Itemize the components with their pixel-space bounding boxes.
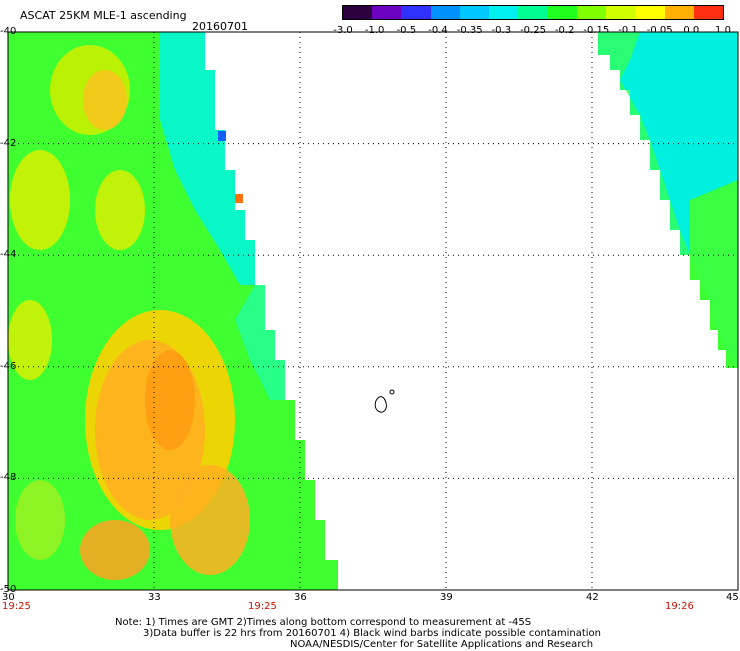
- time-label-right: 19:26: [665, 601, 694, 612]
- colorbar-segment: [547, 6, 578, 19]
- colorbar-segment: [576, 6, 607, 19]
- colorbar-label: -0.05: [646, 25, 673, 36]
- colorbar-segment: [401, 6, 432, 19]
- longitude-label: 33: [148, 592, 161, 603]
- colorbar-segment: [693, 6, 724, 19]
- colorbar-label: -0.2: [554, 25, 575, 36]
- time-label-middle: 19:25: [248, 601, 277, 612]
- island-contour: [374, 389, 395, 413]
- colorbar-segment: [459, 6, 490, 19]
- colorbar-label: -0.5: [396, 25, 417, 36]
- longitude-label: 42: [586, 592, 599, 603]
- colorbar-label: -0.15: [583, 25, 610, 36]
- colorbar-segment: [430, 6, 461, 19]
- colorbar-segment: [343, 6, 373, 19]
- latitude-label: -48: [0, 472, 17, 484]
- right-swath: [598, 32, 738, 368]
- title: ASCAT 25KM MLE-1 ascending: [20, 9, 187, 22]
- date-label: 20160701: [192, 20, 248, 33]
- longitude-label: 45: [726, 592, 739, 603]
- note-line-1: Note: 1) Times are GMT 2)Times along bot…: [115, 617, 532, 628]
- colorbar-segment: [635, 6, 666, 19]
- longitude-label: 39: [440, 592, 453, 603]
- colorbar-segment: [664, 6, 695, 19]
- colorbar-label: -1.0: [364, 25, 385, 36]
- latitude-label: -50: [0, 584, 17, 595]
- colorbar-label: -0.1: [618, 25, 638, 36]
- colorbar-label: -0.4: [428, 25, 448, 36]
- colorbar-segment: [606, 6, 636, 19]
- plot-frame: [7, 31, 739, 591]
- latitude-label: -44: [0, 249, 17, 261]
- note-line-2: 3)Data buffer is 22 hrs from 20160701 4)…: [143, 628, 601, 639]
- colorbar-segment: [489, 6, 519, 19]
- colorbar-label: 0.0: [683, 25, 700, 36]
- colorbar-label: -0.35: [456, 25, 483, 36]
- latitude-label: -40: [0, 26, 17, 37]
- colorbar-segment: [518, 6, 549, 19]
- grid-lines: [8, 32, 738, 590]
- left-swath: [8, 32, 338, 590]
- latitude-label: -46: [0, 360, 17, 372]
- latitude-label: -42: [0, 137, 17, 149]
- colorbar-label: -0.25: [520, 25, 546, 36]
- colorbar-label: -0.3: [491, 25, 512, 36]
- time-label-left: 19:25: [2, 601, 31, 612]
- colorbar-label: -3.0: [333, 25, 353, 36]
- longitude-label: 36: [294, 592, 307, 603]
- colorbar-label: 1.0: [715, 25, 731, 36]
- colorbar: [342, 5, 724, 20]
- longitude-label: 30: [2, 592, 15, 603]
- colorbar-segment: [372, 6, 402, 19]
- note-line-3: NOAA/NESDIS/Center for Satellite Applica…: [290, 639, 594, 650]
